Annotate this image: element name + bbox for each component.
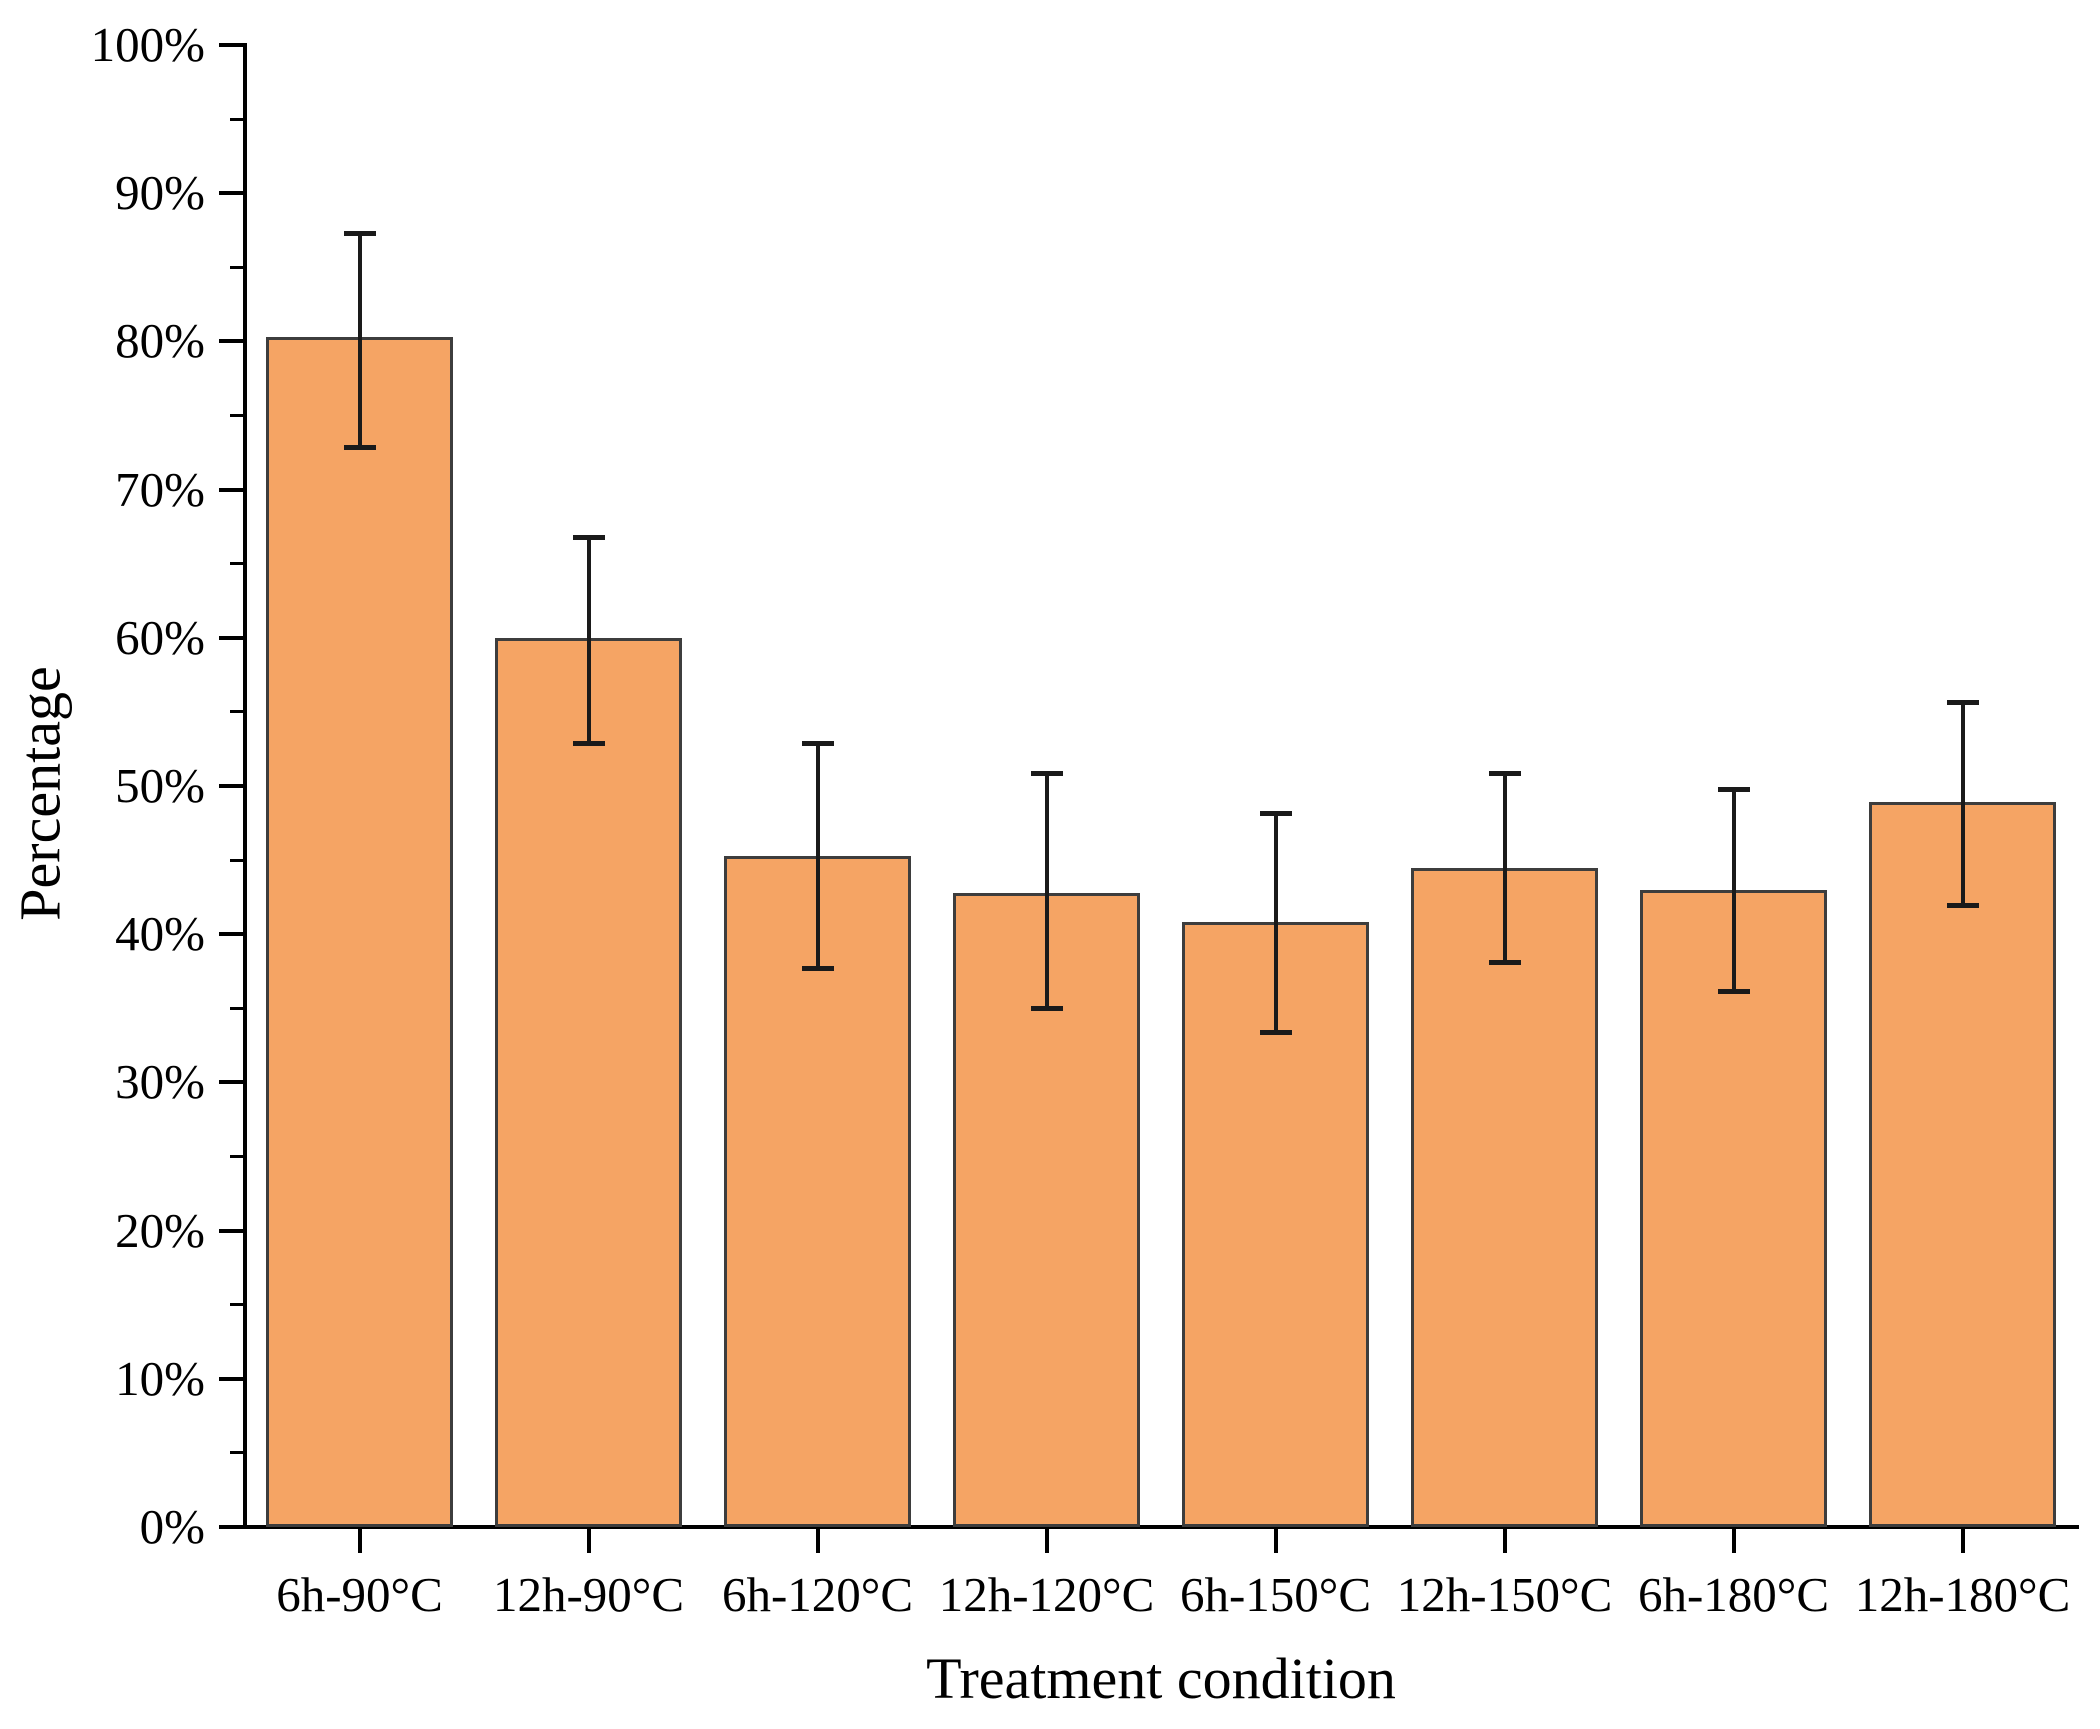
y-major-tick — [219, 1376, 243, 1381]
y-major-tick — [219, 1525, 243, 1529]
error-bar-cap-top — [1488, 770, 1521, 776]
y-tick-label: 10% — [115, 1350, 205, 1406]
error-bar-cap-bottom — [1717, 988, 1750, 994]
y-tick-label: 60% — [115, 609, 205, 665]
x-axis-title: Treatment condition — [926, 1646, 1396, 1711]
y-tick-label: 40% — [115, 906, 205, 962]
x-major-tick — [1273, 1529, 1278, 1553]
y-tick-label: 20% — [115, 1202, 205, 1258]
y-major-tick — [219, 339, 243, 344]
error-bar-line — [1960, 701, 1965, 905]
y-minor-tick — [230, 1451, 243, 1455]
error-bar-line — [1273, 812, 1278, 1032]
bar — [1869, 802, 2056, 1527]
y-major-tick — [219, 43, 243, 47]
y-minor-tick — [230, 562, 243, 566]
error-bar-cap-bottom — [1030, 1006, 1063, 1012]
y-minor-tick — [230, 858, 243, 862]
y-major-tick — [219, 932, 243, 937]
y-tick-label: 0% — [139, 1499, 205, 1554]
error-bar-line — [1044, 772, 1049, 1009]
y-major-tick — [219, 635, 243, 640]
y-major-tick — [219, 1228, 243, 1233]
bar — [1640, 889, 1827, 1527]
y-minor-tick — [230, 1155, 243, 1158]
y-tick-label: 90% — [115, 165, 205, 221]
y-major-tick — [219, 1080, 243, 1085]
y-tick-label: 80% — [115, 313, 205, 369]
error-bar-cap-top — [343, 231, 376, 237]
x-major-tick — [357, 1529, 362, 1553]
x-major-tick — [815, 1529, 820, 1553]
y-tick-label: 30% — [115, 1054, 205, 1110]
x-tick-label: 6h-120°C — [721, 1567, 914, 1622]
error-bar-cap-top — [1946, 699, 1979, 705]
x-major-tick — [1044, 1529, 1049, 1553]
error-bar-cap-top — [801, 741, 834, 747]
x-major-tick — [586, 1529, 591, 1553]
y-tick-label: 50% — [115, 758, 205, 813]
y-minor-tick — [230, 1303, 243, 1307]
error-bar-cap-top — [1030, 770, 1063, 776]
x-tick-label: 12h-90°C — [492, 1567, 685, 1622]
error-bar-cap-top — [1259, 810, 1292, 816]
y-tick-label: 70% — [115, 461, 205, 517]
x-major-tick — [1731, 1529, 1736, 1553]
error-bar-cap-top — [1717, 786, 1750, 792]
y-major-tick — [219, 784, 243, 788]
error-bar-line — [586, 537, 591, 743]
x-axis-line — [243, 1525, 2079, 1529]
y-minor-tick — [230, 414, 243, 417]
y-axis-title: Percentage — [7, 666, 73, 921]
y-minor-tick — [230, 1006, 243, 1010]
y-minor-tick — [230, 710, 243, 714]
y-axis-line — [243, 43, 247, 1529]
error-bar-cap-bottom — [1259, 1030, 1292, 1035]
y-tick-label: 100% — [90, 17, 205, 72]
bar — [495, 637, 682, 1527]
error-bar-cap-bottom — [1488, 960, 1521, 966]
error-bar-cap-bottom — [343, 444, 376, 450]
x-tick-label: 12h-150°C — [1396, 1567, 1613, 1622]
y-major-tick — [219, 487, 243, 492]
error-bar-line — [357, 233, 362, 447]
x-major-tick — [1960, 1529, 1965, 1553]
x-tick-label: 6h-180°C — [1637, 1567, 1830, 1622]
error-bar-cap-bottom — [801, 966, 834, 972]
error-bar-line — [1502, 772, 1507, 963]
error-bar-line — [1731, 788, 1736, 991]
x-major-tick — [1502, 1529, 1507, 1553]
x-tick-label: 12h-180°C — [1854, 1567, 2071, 1622]
x-tick-label: 12h-120°C — [938, 1567, 1155, 1622]
error-bar-cap-top — [572, 535, 605, 541]
bar — [266, 336, 453, 1527]
bar — [1411, 867, 1598, 1527]
error-bar-cap-bottom — [572, 741, 605, 747]
x-tick-label: 6h-150°C — [1179, 1567, 1372, 1622]
x-tick-label: 6h-90°C — [276, 1567, 443, 1622]
y-minor-tick — [230, 117, 243, 121]
error-bar-line — [815, 743, 820, 969]
y-minor-tick — [230, 265, 243, 269]
error-bar-cap-bottom — [1946, 902, 1979, 908]
y-major-tick — [219, 191, 243, 196]
